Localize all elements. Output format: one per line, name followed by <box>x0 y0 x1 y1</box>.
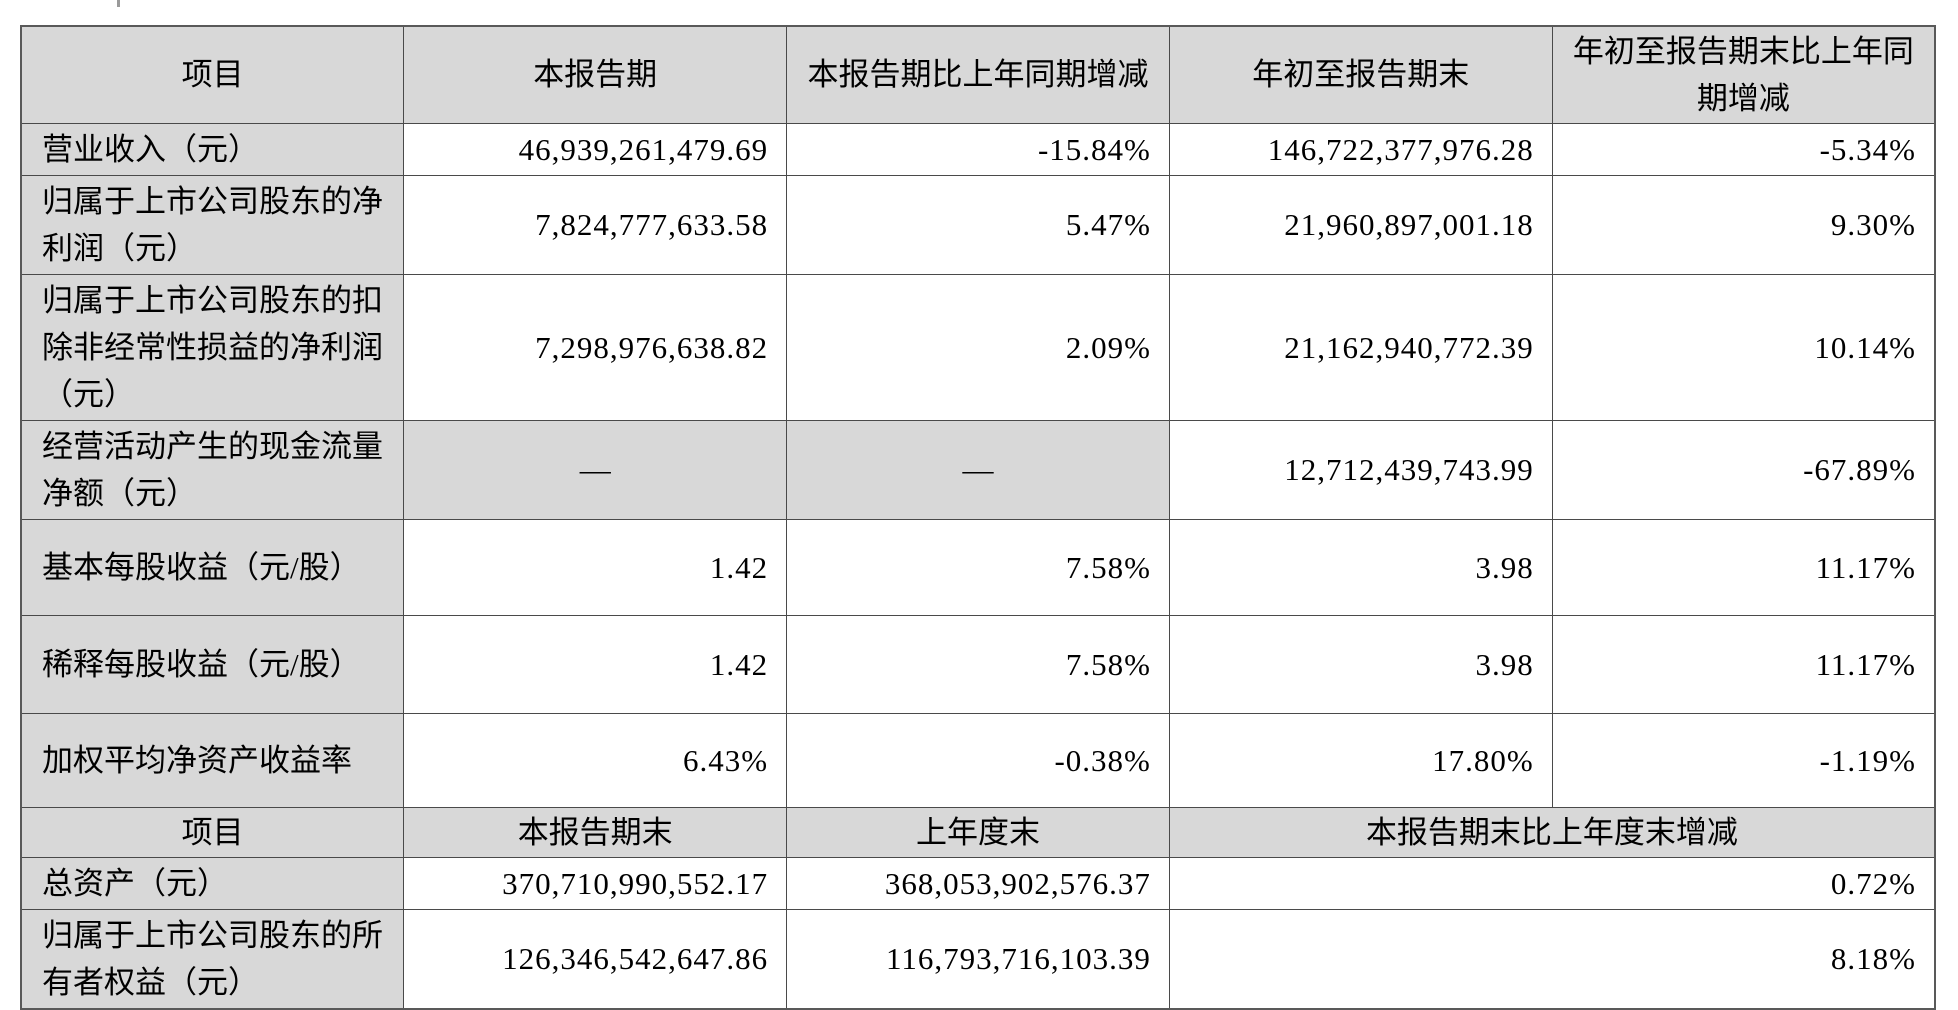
header-end-of-prior-year: 上年度末 <box>786 806 1170 858</box>
cell-value: 9.30% <box>1551 174 1936 275</box>
table1-header-row: 项目 本报告期 本报告期比上年同期增减 年初至报告期末 年初至报告期末比上年同期… <box>20 25 1936 124</box>
row-label: 归属于上市公司股东的净利润（元） <box>20 174 405 275</box>
cell-value-dash: — <box>786 419 1170 520</box>
table-row-weighted-avg-roe: 加权平均净资产收益率 6.43% -0.38% 17.80% -1.19% <box>20 712 1936 808</box>
row-label: 经营活动产生的现金流量净额（元） <box>20 419 405 520</box>
header-item: 项目 <box>20 25 405 124</box>
header-change-vs-prior-year-end: 本报告期末比上年度末增减 <box>1168 806 1936 858</box>
cell-value: 0.72% <box>1168 856 1936 910</box>
header-current-period: 本报告期 <box>403 25 788 124</box>
cell-value: -15.84% <box>786 122 1170 176</box>
cell-value: 368,053,902,576.37 <box>786 856 1170 910</box>
cell-value: 11.17% <box>1551 614 1936 714</box>
row-label: 总资产（元） <box>20 856 405 910</box>
cell-value: 21,162,940,772.39 <box>1168 273 1553 421</box>
cell-value: -5.34% <box>1551 122 1936 176</box>
cell-value: 370,710,990,552.17 <box>403 856 788 910</box>
cell-value: 146,722,377,976.28 <box>1168 122 1553 176</box>
cell-value: -67.89% <box>1551 419 1936 520</box>
cell-value: 12,712,439,743.99 <box>1168 419 1553 520</box>
header-end-of-period: 本报告期末 <box>403 806 788 858</box>
table2-header-row: 项目 本报告期末 上年度末 本报告期末比上年度末增减 <box>20 806 1936 858</box>
cell-value: 5.47% <box>786 174 1170 275</box>
row-label: 营业收入（元） <box>20 122 405 176</box>
cell-value: 6.43% <box>403 712 788 808</box>
cell-value: 7,298,976,638.82 <box>403 273 788 421</box>
cell-value: 3.98 <box>1168 614 1553 714</box>
financial-summary-table: 项目 本报告期 本报告期比上年同期增减 年初至报告期末 年初至报告期末比上年同期… <box>20 25 1936 1010</box>
header-year-to-date: 年初至报告期末 <box>1168 25 1553 124</box>
table-row-total-assets: 总资产（元） 370,710,990,552.17 368,053,902,57… <box>20 856 1936 910</box>
cell-value: 2.09% <box>786 273 1170 421</box>
stray-text-artifact <box>117 0 120 7</box>
cell-value: 126,346,542,647.86 <box>403 908 788 1009</box>
header-current-period-yoy-change: 本报告期比上年同期增减 <box>786 25 1170 124</box>
cell-value: 21,960,897,001.18 <box>1168 174 1553 275</box>
cell-value: -0.38% <box>786 712 1170 808</box>
row-label: 加权平均净资产收益率 <box>20 712 405 808</box>
cell-value: 7.58% <box>786 614 1170 714</box>
table-row-operating-revenue: 营业收入（元） 46,939,261,479.69 -15.84% 146,72… <box>20 122 1936 176</box>
table-row-diluted-eps: 稀释每股收益（元/股） 1.42 7.58% 3.98 11.17% <box>20 614 1936 714</box>
cell-value: 1.42 <box>403 614 788 714</box>
row-label: 稀释每股收益（元/股） <box>20 614 405 714</box>
cell-value: 17.80% <box>1168 712 1553 808</box>
cell-value: 8.18% <box>1168 908 1936 1009</box>
header-year-to-date-yoy-change: 年初至报告期末比上年同期增减 <box>1551 25 1936 124</box>
table-row-operating-cash-flow: 经营活动产生的现金流量净额（元） — — 12,712,439,743.99 -… <box>20 419 1936 520</box>
cell-value: -1.19% <box>1551 712 1936 808</box>
header-item: 项目 <box>20 806 405 858</box>
cell-value: 7.58% <box>786 518 1170 616</box>
table-row-net-profit-excl-nonrecurring: 归属于上市公司股东的扣除非经常性损益的净利润（元） 7,298,976,638.… <box>20 273 1936 421</box>
cell-value: 116,793,716,103.39 <box>786 908 1170 1009</box>
row-label: 归属于上市公司股东的扣除非经常性损益的净利润（元） <box>20 273 405 421</box>
table-row-basic-eps: 基本每股收益（元/股） 1.42 7.58% 3.98 11.17% <box>20 518 1936 616</box>
cell-value-dash: — <box>403 419 788 520</box>
cell-value: 7,824,777,633.58 <box>403 174 788 275</box>
cell-value: 11.17% <box>1551 518 1936 616</box>
cell-value: 3.98 <box>1168 518 1553 616</box>
cell-value: 46,939,261,479.69 <box>403 122 788 176</box>
row-label: 基本每股收益（元/股） <box>20 518 405 616</box>
table-row-net-profit: 归属于上市公司股东的净利润（元） 7,824,777,633.58 5.47% … <box>20 174 1936 275</box>
cell-value: 1.42 <box>403 518 788 616</box>
table-row-equity-attributable-to-shareholders: 归属于上市公司股东的所有者权益（元） 126,346,542,647.86 11… <box>20 908 1936 1009</box>
row-label: 归属于上市公司股东的所有者权益（元） <box>20 908 405 1009</box>
cell-value: 10.14% <box>1551 273 1936 421</box>
